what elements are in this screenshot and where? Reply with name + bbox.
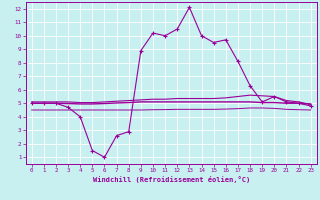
- X-axis label: Windchill (Refroidissement éolien,°C): Windchill (Refroidissement éolien,°C): [92, 176, 250, 183]
